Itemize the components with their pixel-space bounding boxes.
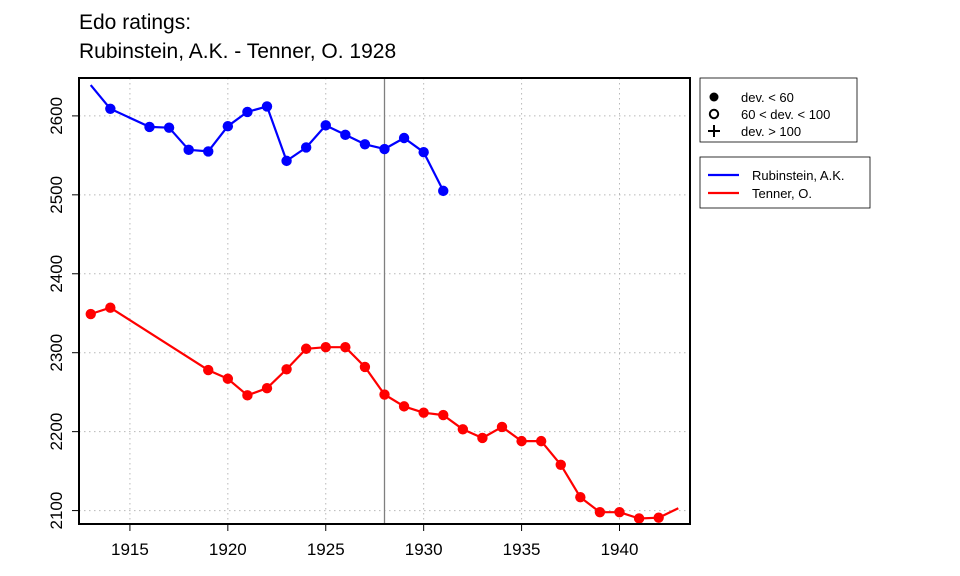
x-axis: 1915 1920 1925 1930 1935 1940 [111, 524, 638, 559]
data-point [105, 103, 116, 114]
x-tick-label: 1935 [503, 540, 541, 559]
y-axis: 2100 2200 2300 2400 2500 2600 [47, 97, 79, 530]
data-point [418, 147, 429, 158]
open-circle-icon [708, 108, 720, 120]
filled-circle-icon [709, 92, 719, 102]
data-point [477, 432, 488, 444]
marker-legend-label: dev. > 100 [741, 124, 801, 139]
data-point [379, 389, 390, 400]
x-tick-label: 1930 [405, 540, 443, 559]
y-tick-label: 2300 [47, 334, 66, 372]
data-point [379, 143, 390, 155]
data-point [575, 491, 586, 503]
data-point [261, 101, 273, 112]
data-point [438, 409, 449, 421]
data-point [183, 144, 194, 156]
data-point [438, 185, 449, 197]
plot-frame [78, 77, 691, 525]
series-legend-box [699, 156, 871, 209]
y-tick-label: 2100 [47, 492, 66, 530]
x-tick-label: 1940 [601, 540, 639, 559]
data-point [398, 132, 410, 144]
data-point [281, 364, 292, 375]
series-legend-label: Rubinstein, A.K. [752, 168, 845, 183]
data-point [457, 424, 469, 435]
y-tick-label: 2500 [47, 176, 66, 214]
x-tick-label: 1925 [307, 540, 345, 559]
data-point [320, 341, 331, 353]
series-legend-label: Tenner, O. [752, 186, 812, 201]
data-point [281, 155, 292, 167]
data-point [203, 364, 214, 376]
data-point [300, 142, 312, 153]
marker-legend: dev. < 60 60 < dev. < 100 dev. > 100 [699, 77, 858, 143]
data-point [594, 506, 606, 518]
data-point [614, 506, 625, 518]
marker-legend-label: dev. < 60 [741, 90, 794, 105]
data-point [222, 373, 234, 384]
data-point [144, 121, 155, 133]
data-point [418, 407, 429, 418]
data-point [496, 421, 508, 433]
series-layer [85, 84, 679, 524]
data-point [653, 512, 664, 523]
marker-legend-box [699, 77, 858, 143]
data-point [242, 390, 253, 401]
data-point [85, 308, 96, 320]
x-tick-label: 1920 [209, 540, 247, 559]
data-point [535, 435, 547, 447]
data-point [222, 120, 234, 132]
data-point [105, 302, 116, 313]
data-point [261, 383, 273, 394]
data-point [203, 146, 214, 157]
series-legend: Rubinstein, A.K. Tenner, O. [699, 156, 871, 209]
data-point [555, 459, 566, 470]
data-point [300, 343, 312, 354]
chart-title-line-2: Rubinstein, A.K. - Tenner, O. 1928 [79, 40, 397, 63]
data-point [398, 401, 410, 412]
data-point [340, 341, 351, 353]
y-tick-label: 2200 [47, 413, 66, 451]
marker-legend-label: 60 < dev. < 100 [741, 107, 830, 122]
data-point [633, 513, 645, 524]
data-point [242, 106, 253, 118]
y-tick-label: 2400 [47, 255, 66, 293]
data-point [320, 120, 331, 131]
series-line [89, 84, 445, 192]
data-point [163, 122, 175, 133]
data-point [516, 435, 527, 447]
y-tick-label: 2600 [47, 97, 66, 135]
chart-title-line-1: Edo ratings: [79, 11, 192, 34]
x-tick-label: 1915 [111, 540, 149, 559]
data-point [340, 129, 351, 141]
data-point [359, 139, 371, 150]
data-point [359, 361, 371, 373]
